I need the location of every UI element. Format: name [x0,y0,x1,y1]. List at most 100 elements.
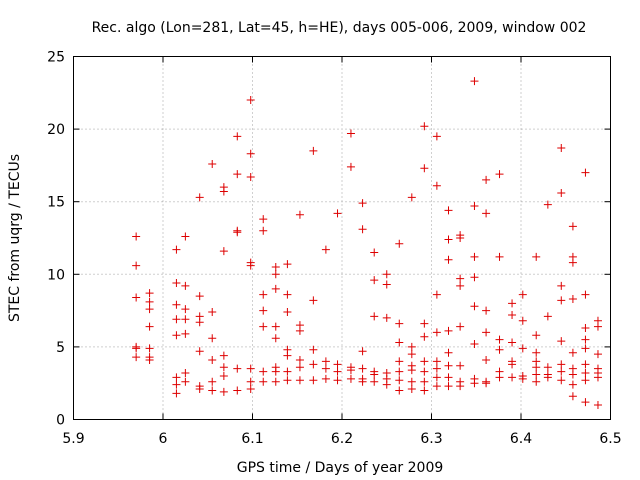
data-point [271,367,280,376]
data-point [181,281,190,290]
data-point [407,193,416,202]
data-point [432,290,441,299]
data-point [557,376,566,385]
data-point [593,400,602,409]
data-point [456,322,465,331]
data-point [557,143,566,152]
data-point [420,386,429,395]
data-point [309,345,318,354]
data-point [219,387,228,396]
data-point [532,363,541,372]
data-point [482,379,491,388]
data-point [333,367,342,376]
data-point [508,360,517,369]
data-point [581,344,590,353]
data-point [482,306,491,315]
data-point [333,360,342,369]
data-point [470,379,479,388]
data-point [172,380,181,389]
data-point [395,239,404,248]
data-point [382,280,391,289]
x-tick-label: 6.4 [510,431,532,447]
data-point [195,318,204,327]
data-point [295,355,304,364]
y-tick-label: 15 [47,195,65,211]
data-point [482,175,491,184]
data-point [246,385,255,394]
data-point [271,263,280,272]
data-point [508,310,517,319]
data-point [219,351,228,360]
data-point [259,306,268,315]
data-point [568,348,577,357]
data-point [358,225,367,234]
data-point [444,206,453,215]
data-point [181,305,190,314]
data-point [145,305,154,314]
data-point [358,377,367,386]
data-point [145,355,154,364]
data-point [370,377,379,386]
data-point [420,357,429,366]
data-point [259,322,268,331]
data-point [271,377,280,386]
data-point [568,222,577,231]
data-point [420,122,429,131]
data-point [581,360,590,369]
y-axis-label: STEC from uqrg / TECUs [7,154,23,322]
data-point [233,228,242,237]
data-point [456,361,465,370]
data-point [568,294,577,303]
data-point [346,374,355,383]
data-point [246,377,255,386]
data-point [195,347,204,356]
data-point [181,315,190,324]
data-point [470,77,479,86]
data-point [495,170,504,179]
data-point [259,367,268,376]
data-point [532,370,541,379]
plot-frame [73,56,611,420]
data-point [309,296,318,305]
data-point [283,351,292,360]
data-point [470,202,479,211]
data-point [195,292,204,301]
data-point [395,367,404,376]
data-point [593,373,602,382]
data-point [309,376,318,385]
data-point [444,255,453,264]
data-point [532,331,541,340]
data-point [283,260,292,269]
data-point [208,355,217,364]
data-point [532,377,541,386]
data-point [181,329,190,338]
data-point [432,364,441,373]
data-point [370,248,379,257]
data-point [593,322,602,331]
y-tick-label: 10 [47,267,65,283]
data-point [358,347,367,356]
data-point [495,345,504,354]
data-point [557,281,566,290]
data-point [581,376,590,385]
data-point [482,355,491,364]
data-point [246,173,255,182]
data-point [219,363,228,372]
data-point [208,377,217,386]
data-point [370,370,379,379]
data-point [195,385,204,394]
data-point [432,132,441,141]
data-point [172,389,181,398]
data-point [470,252,479,261]
data-point [208,159,217,168]
data-point [532,252,541,261]
data-point [132,344,141,353]
data-point [233,132,242,141]
data-point [259,226,268,235]
data-point [321,364,330,373]
data-point [295,363,304,372]
data-point [557,188,566,197]
data-point [518,290,527,299]
data-point [543,363,552,372]
